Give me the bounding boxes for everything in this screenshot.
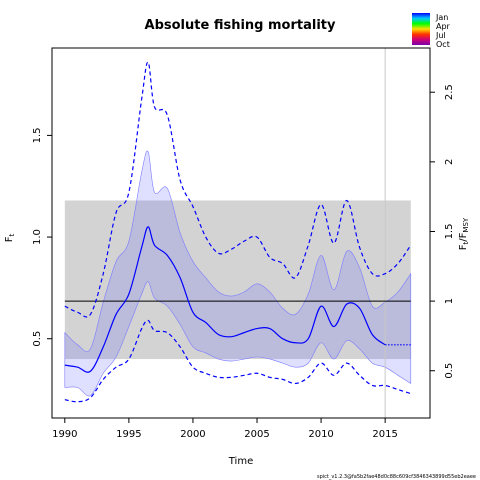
y-axis-label: Ft: [4, 233, 16, 242]
legend-label: Jan: [435, 13, 448, 22]
series-estimate: [64, 226, 386, 373]
chart-title: Absolute fishing mortality: [145, 18, 336, 33]
x-tick-label: 1990: [52, 429, 77, 440]
version-footer: spict_v1.2.3@fa5b2fae48d0c88c609cf384634…: [317, 474, 476, 480]
y2-tick-label: 0.5: [444, 363, 455, 379]
season-color-bar: [412, 13, 430, 45]
legend-label: Oct: [436, 40, 450, 49]
series-upper-ci: [64, 61, 412, 318]
fmsy-confidence-band: [64, 200, 411, 360]
y-tick-label: 0.5: [32, 331, 43, 347]
legend-label: Jul: [435, 31, 446, 40]
x-axis-label: Time: [228, 456, 253, 467]
y-tick-label: 1.5: [32, 127, 43, 143]
y2-tick-label: 1: [444, 298, 455, 304]
y2-tick-label: 2: [444, 159, 455, 165]
plot-area: [51, 47, 431, 419]
x-axis: 1990 1995 2000 2005 2010 2015: [52, 418, 398, 440]
plot-frame: [51, 47, 431, 419]
x-tick-label: 2015: [372, 429, 397, 440]
y2-tick-label: 1.5: [444, 224, 455, 240]
x-tick-label: 2000: [180, 429, 205, 440]
seasonal-envelope: [64, 150, 412, 397]
series-layer: [64, 61, 412, 403]
y2-axis: 0.5 1 1.5 2 2.5: [430, 84, 455, 379]
y2-tick-label: 2.5: [444, 84, 455, 100]
y-axis: 0.5 1.0 1.5: [32, 127, 52, 347]
x-tick-label: 2010: [308, 429, 333, 440]
x-tick-label: 2005: [244, 429, 269, 440]
y-tick-label: 1.0: [32, 229, 43, 245]
legend-label: Apr: [436, 22, 451, 31]
y2-axis-label: Ft/FMSY: [458, 217, 470, 250]
x-tick-label: 1995: [116, 429, 141, 440]
